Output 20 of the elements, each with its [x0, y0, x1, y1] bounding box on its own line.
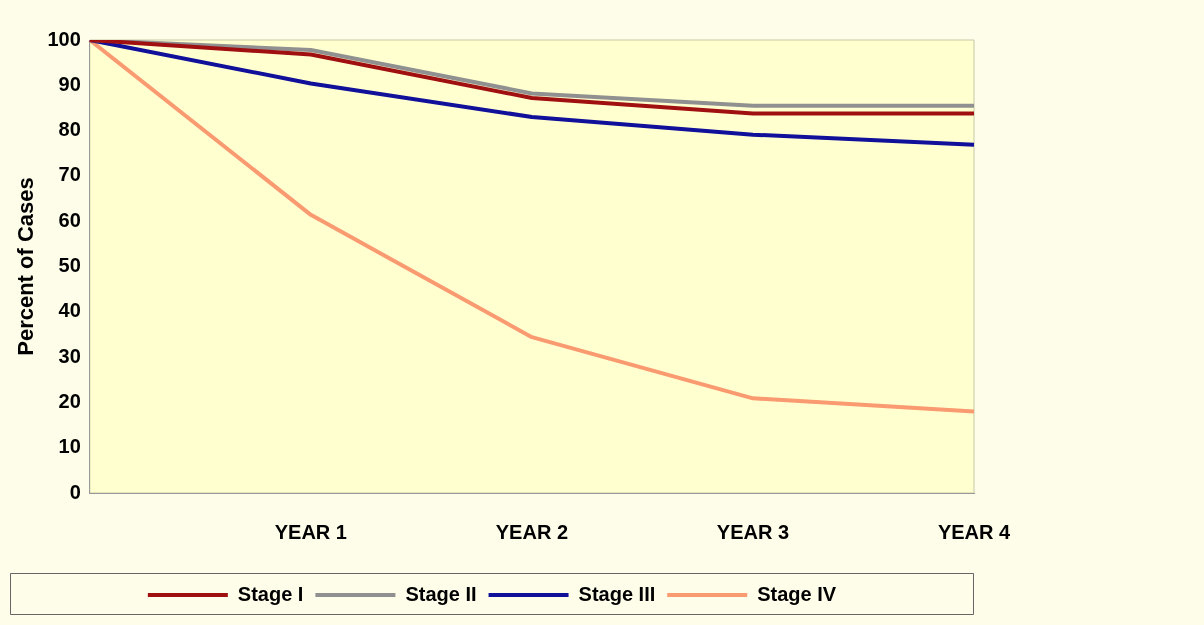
y-tick-label: 10	[58, 435, 81, 458]
x-tick-label: YEAR 3	[716, 520, 790, 543]
y-tick-label: 0	[69, 480, 81, 503]
x-tick-label: YEAR 1	[274, 520, 347, 543]
y-axis-title: Percent of Cases	[13, 177, 39, 356]
legend-label: Stage I	[237, 582, 304, 605]
legend-label: Stage III	[578, 582, 656, 605]
y-tick-label: 30	[58, 344, 81, 367]
y-tick-label: 100	[47, 27, 81, 50]
legend-label: Stage IV	[757, 582, 837, 605]
x-tick-label: YEAR 2	[495, 520, 569, 543]
y-tick-label: 80	[58, 118, 81, 141]
y-tick-label: 50	[58, 254, 81, 277]
legend-label: Stage II	[405, 582, 477, 605]
y-tick-label: 20	[58, 389, 81, 412]
y-tick-label: 70	[58, 163, 81, 186]
y-tick-label: 90	[58, 72, 81, 95]
y-tick-label: 60	[58, 208, 81, 231]
x-tick-label: YEAR 4	[937, 520, 1011, 543]
y-tick-label: 40	[58, 299, 81, 322]
